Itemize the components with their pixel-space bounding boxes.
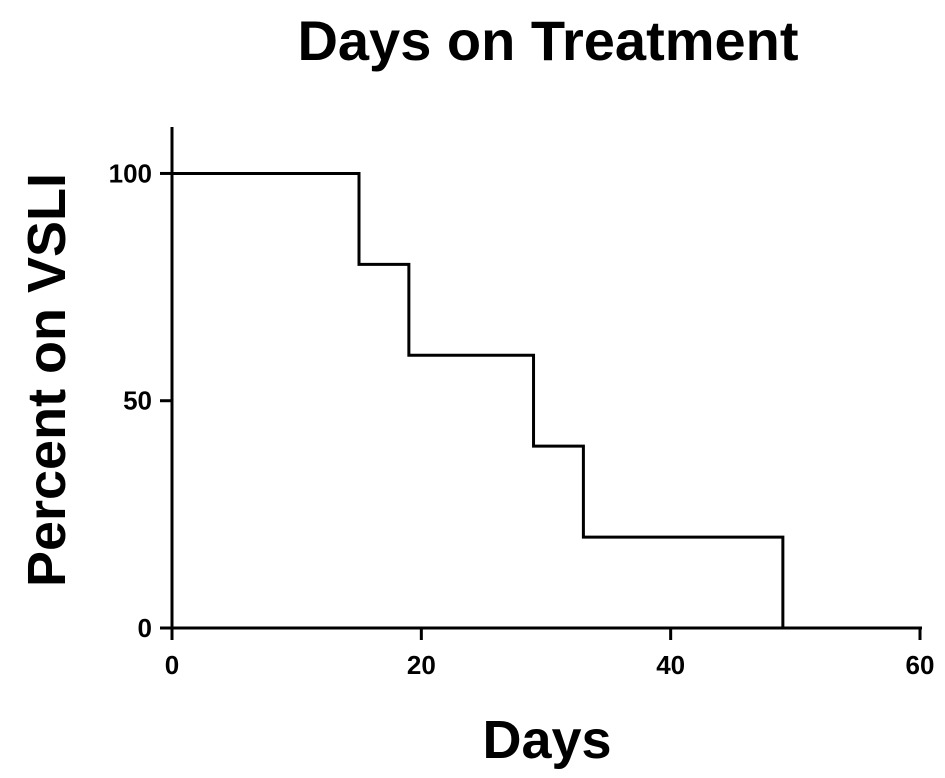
x-tick-label: 40 xyxy=(656,650,685,680)
x-tick-label: 0 xyxy=(165,650,179,680)
x-tick-label: 60 xyxy=(906,650,935,680)
y-tick-label: 0 xyxy=(138,613,152,643)
y-tick-label: 50 xyxy=(123,386,152,416)
y-tick-label: 100 xyxy=(109,158,152,188)
chart-title: Days on Treatment xyxy=(297,9,798,72)
x-axis-label: Days xyxy=(482,710,611,770)
y-axis: 0 50 100 xyxy=(109,127,174,643)
x-tick-label: 20 xyxy=(407,650,436,680)
x-axis: 0 20 40 60 xyxy=(165,626,935,680)
y-axis-label: Percent on VSLI xyxy=(17,173,77,587)
series-layer xyxy=(172,171,785,628)
survival-step-line xyxy=(172,171,785,628)
